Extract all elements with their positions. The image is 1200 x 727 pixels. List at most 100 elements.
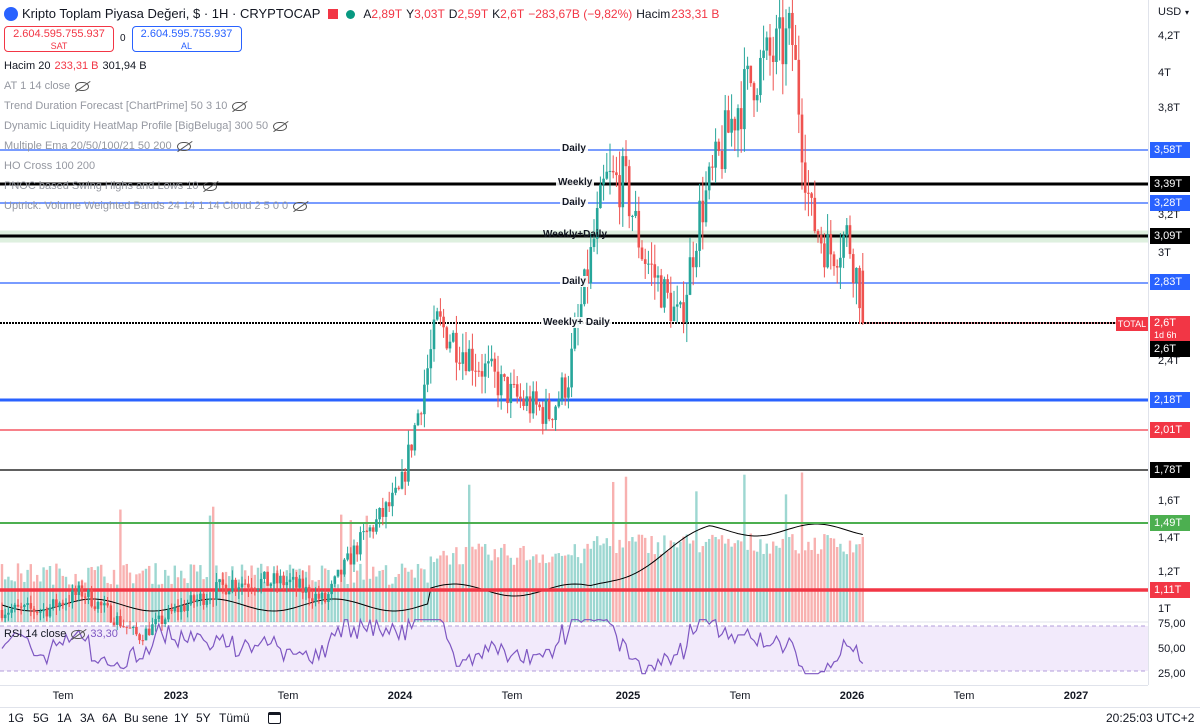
- candle-body: [835, 266, 839, 268]
- level-badge[interactable]: 2,01T: [1150, 422, 1190, 438]
- level-badge[interactable]: 3,39T: [1150, 176, 1190, 192]
- candle-body: [579, 304, 583, 319]
- volume-bar: [618, 539, 621, 622]
- candle-body: [58, 602, 61, 608]
- candle-body: [170, 609, 173, 612]
- volume-bar: [218, 578, 221, 622]
- candle-body: [762, 50, 765, 58]
- rsi-tick: 25,00: [1158, 668, 1186, 680]
- hidden-eye-icon[interactable]: [293, 201, 308, 211]
- range-1a-button[interactable]: 1A: [57, 711, 72, 725]
- volume-bar: [442, 550, 445, 622]
- hidden-eye-icon[interactable]: [203, 181, 218, 191]
- volume-bar: [580, 563, 583, 622]
- level-badge[interactable]: 3,09T: [1150, 228, 1190, 244]
- volume-bar: [167, 575, 170, 622]
- candle-body: [608, 170, 612, 172]
- rsi-legend[interactable]: RSI 14 close 33,30: [4, 628, 118, 640]
- currency-dropdown-icon[interactable]: ▾: [1185, 8, 1190, 17]
- level-badge[interactable]: 2,6T: [1150, 341, 1190, 357]
- candle-body: [416, 413, 420, 426]
- hidden-eye-icon[interactable]: [71, 629, 86, 639]
- ohlc-low: D2,59T: [448, 7, 489, 21]
- symbol-title[interactable]: Kripto Toplam Piyasa Değeri, $ · 1H · CR…: [22, 6, 321, 21]
- candle-body: [733, 118, 737, 131]
- volume-bar: [359, 563, 362, 622]
- indicator-swing-highs-lows[interactable]: PNOC based Swing Highs and Lows 10: [4, 176, 719, 196]
- candle-body: [211, 598, 215, 600]
- volume-bar: [711, 534, 714, 622]
- range-5y-button[interactable]: 5Y: [196, 711, 211, 725]
- volume-bar: [628, 541, 631, 622]
- range-1g-button[interactable]: 1G: [8, 711, 25, 725]
- indicator-ho-cross[interactable]: HO Cross 100 200: [4, 160, 96, 172]
- volume-bar: [573, 544, 576, 622]
- price-tick: 1,4T: [1158, 532, 1181, 544]
- hidden-eye-icon[interactable]: [273, 121, 288, 131]
- volume-bar: [624, 476, 628, 622]
- time-axis[interactable]: Tem 2023 Tem 2024 Tem 2025 Tem 2026 Tem …: [0, 685, 1148, 707]
- level-label-daily-1: Daily: [560, 143, 588, 154]
- volume-bar: [394, 576, 397, 622]
- candle-body: [839, 257, 842, 268]
- last-price-badge[interactable]: 2,6T 1d 6h: [1150, 316, 1190, 342]
- volume-bar: [138, 573, 141, 622]
- volume-bar: [704, 541, 708, 622]
- candle-body: [323, 592, 327, 602]
- hidden-eye-icon[interactable]: [75, 81, 90, 91]
- candle-body: [547, 399, 551, 420]
- candle-body: [791, 12, 794, 46]
- level-badge[interactable]: 3,58T: [1150, 142, 1190, 158]
- candle-body: [183, 605, 186, 611]
- candle-body: [199, 593, 202, 600]
- sell-button[interactable]: 2.604.595.755.937 SAT: [4, 26, 114, 52]
- candle-body: [365, 531, 369, 533]
- level-badge[interactable]: 1,49T: [1150, 515, 1190, 531]
- level-badge[interactable]: 1,11T: [1150, 582, 1190, 598]
- indicator-multiple-ema[interactable]: Multiple Ema 20/50/100/21 50 200: [4, 136, 719, 156]
- candle-body: [295, 576, 298, 588]
- indicator-at[interactable]: AT 1 14 close: [4, 76, 719, 96]
- range-5g-button[interactable]: 5G: [33, 711, 50, 725]
- hidden-eye-icon[interactable]: [176, 141, 191, 151]
- range-1y-button[interactable]: 1Y: [174, 711, 189, 725]
- level-badge[interactable]: 1,78T: [1150, 462, 1190, 478]
- calendar-icon[interactable]: [268, 712, 281, 724]
- indicator-volume-weighted-bands[interactable]: Uptrick: Volume Weighted Bands 24 14 1 1…: [4, 196, 719, 216]
- candle-body: [237, 587, 241, 590]
- level-badge[interactable]: 2,18T: [1150, 392, 1190, 408]
- price-scale[interactable]: USD ▾ 4,2T 4T 3,8T 3,2T 3T 2,4T 1,6T 1,4…: [1148, 0, 1200, 685]
- range-3a-button[interactable]: 3A: [80, 711, 95, 725]
- indicator-liquidity-heatmap[interactable]: Dynamic Liquidity HeatMap Profile [BigBe…: [4, 116, 719, 136]
- level-label-weekly: Weekly: [556, 177, 595, 188]
- volume-bar: [381, 569, 384, 622]
- alert-flag-icon[interactable]: [328, 9, 339, 19]
- candle-body: [714, 141, 717, 168]
- candle-body: [640, 247, 644, 260]
- range-this-year-button[interactable]: Bu sene: [124, 711, 169, 725]
- volume-bar: [666, 551, 669, 622]
- candle-body: [567, 387, 570, 398]
- clock[interactable]: 20:25:03 UTC+2: [1106, 711, 1195, 725]
- candle-body: [394, 487, 397, 493]
- volume-indicator[interactable]: Hacim 20 233,31 B 301,94 B: [4, 60, 147, 72]
- time-tick: 2026: [839, 690, 865, 702]
- candle-body: [128, 627, 132, 629]
- hidden-eye-icon[interactable]: [232, 101, 247, 111]
- volume-bar: [749, 533, 752, 622]
- volume-bar: [279, 582, 282, 622]
- candle-body: [563, 377, 567, 398]
- range-all-button[interactable]: Tümü: [219, 711, 250, 725]
- candle-body: [493, 358, 497, 372]
- chart-area[interactable]: Kripto Toplam Piyasa Değeri, $ · 1H · CR…: [0, 0, 1148, 685]
- candle-body: [743, 69, 746, 130]
- buy-button[interactable]: 2.604.595.755.937 AL: [131, 26, 242, 52]
- level-badge[interactable]: 3,28T: [1150, 195, 1190, 211]
- indicator-trend-duration[interactable]: Trend Duration Forecast [ChartPrime] 50 …: [4, 96, 719, 116]
- market-status-icon[interactable]: [346, 9, 356, 19]
- candle-body: [474, 370, 477, 372]
- level-badge[interactable]: 2,83T: [1150, 274, 1190, 290]
- range-6a-button[interactable]: 6A: [102, 711, 117, 725]
- currency-label[interactable]: USD: [1158, 6, 1182, 18]
- price-tick: 1T: [1158, 603, 1171, 615]
